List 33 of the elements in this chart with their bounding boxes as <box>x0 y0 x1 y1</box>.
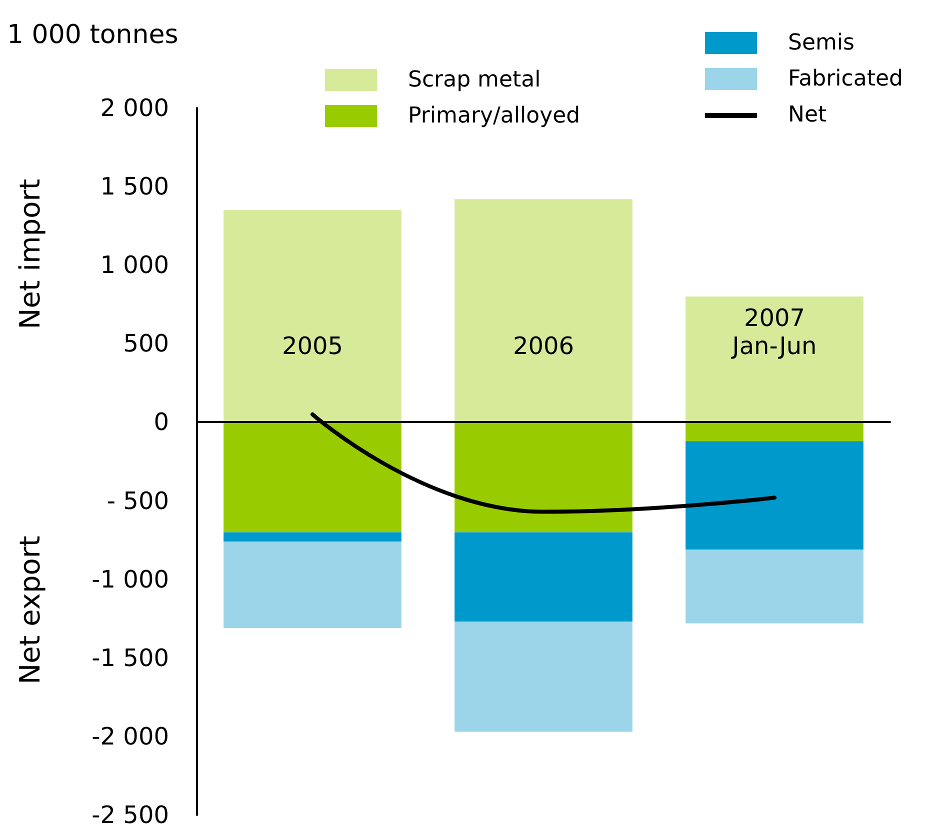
legend-label: Scrap metal <box>408 68 541 92</box>
legend-label: Net <box>788 102 827 128</box>
bar <box>686 296 864 422</box>
y-tick-label: 1 000 <box>100 251 169 280</box>
legend-label: Semis <box>788 30 855 56</box>
bar <box>686 422 864 442</box>
y-tick-label: 1 500 <box>100 172 169 201</box>
text: Net export <box>14 536 46 684</box>
legend-label: Fabricated <box>788 66 903 92</box>
bar <box>224 542 402 628</box>
x-tick-label: 2006 <box>512 332 574 360</box>
y-tick-label: -1 000 <box>92 565 169 594</box>
x-tick-label: 2007 Jan-Jun <box>730 304 817 360</box>
y-tick-label: -1 500 <box>92 644 169 672</box>
y-tick-label: 0 <box>154 408 169 436</box>
bar <box>454 532 632 622</box>
bar <box>454 422 632 532</box>
y-tick-label: -2 000 <box>92 722 169 750</box>
y-tick-label: 2 000 <box>100 94 169 122</box>
y-axis-title: 1 000 tonnes <box>7 20 178 50</box>
bar <box>686 441 864 550</box>
text: Net import <box>14 178 46 330</box>
bar <box>224 422 402 532</box>
legend-label: Primary/alloyed <box>408 104 580 128</box>
bar <box>224 532 402 542</box>
bar <box>224 210 402 422</box>
bar <box>454 199 632 422</box>
bar <box>454 622 632 732</box>
y-tick-label: -2 500 <box>92 801 169 829</box>
bar <box>686 549 864 624</box>
x-tick-label: 2005 <box>282 332 344 360</box>
y-tick-label: - 500 <box>106 486 169 515</box>
y-tick-label: 500 <box>123 330 169 358</box>
